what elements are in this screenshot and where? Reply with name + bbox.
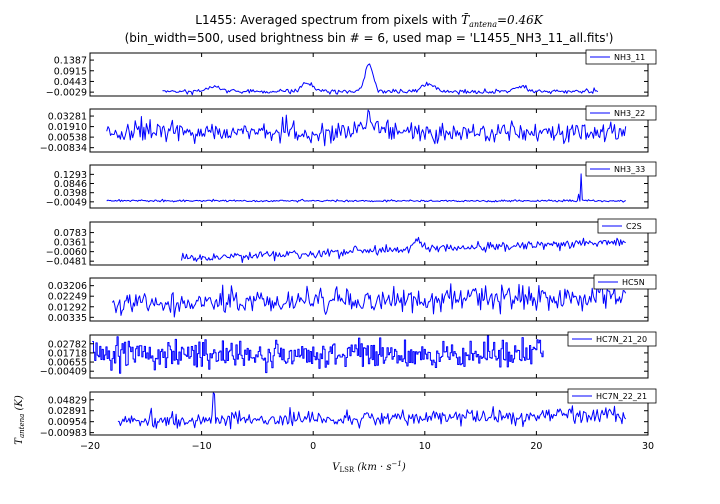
legend-label: HC5N (622, 278, 645, 287)
y-tick-label: 0.02782 (48, 339, 87, 350)
spectrum-trace (111, 280, 627, 318)
y-tick-label: 0.1387 (54, 56, 87, 67)
y-tick-label: 0.1293 (54, 170, 87, 181)
axes-frame (89, 52, 649, 97)
y-tick-label: 0.00335 (48, 313, 87, 324)
y-tick-label: 0.0361 (54, 238, 87, 249)
x-axis-label: VLSR (km · s−1) (332, 460, 406, 474)
y-tick-label: 0.0915 (54, 66, 87, 77)
legend-label: HC7N_22_21 (596, 392, 647, 401)
spectrum-trace (106, 109, 627, 147)
y-tick-label: −0.0049 (46, 197, 87, 208)
spectrum-trace (117, 392, 627, 430)
x-tick-label: −10 (192, 441, 212, 452)
legend-box (585, 161, 657, 177)
legend-label: NH3_11 (614, 53, 645, 62)
legend-label: NH3_22 (614, 109, 645, 118)
y-tick-label: 0.01292 (48, 302, 87, 313)
y-tick-label: −0.00409 (40, 367, 87, 378)
y-tick-label: 0.04829 (48, 395, 87, 406)
legend-label: C2S (626, 222, 642, 231)
y-tick-label: 0.0443 (54, 77, 87, 88)
x-tick-label: 10 (419, 441, 431, 452)
y-tick-label: 0.0783 (54, 228, 87, 239)
y-tick-label: 0.01910 (48, 122, 87, 133)
legend: HC7N_22_21 (567, 388, 657, 404)
y-tick-label: 0.00954 (48, 417, 87, 428)
spectrum-trace (92, 335, 544, 374)
legend-label: NH3_33 (614, 165, 645, 174)
legend-box (593, 274, 657, 290)
legend-box (585, 105, 657, 121)
axes-frame (89, 391, 649, 436)
y-tick-label: −0.0029 (46, 88, 87, 99)
y-tick-label: 0.00655 (48, 358, 87, 369)
axes-frame (89, 221, 649, 266)
axes-frame (89, 334, 649, 379)
x-tick-label: −20 (80, 441, 100, 452)
spectrum-trace (162, 63, 599, 96)
y-tick-label: 0.0846 (54, 179, 87, 190)
y-tick-label: −0.0060 (46, 247, 87, 258)
axes-frame (89, 164, 649, 209)
figure-title: L1455: Averaged spectrum from pixels wit… (195, 12, 543, 29)
legend-box (597, 218, 657, 234)
legend: HC7N_21_20 (567, 331, 657, 347)
legend: NH3_11 (585, 49, 657, 65)
axes-frame (89, 277, 649, 322)
spectrum-trace (181, 236, 626, 263)
y-tick-label: 0.02249 (48, 292, 87, 303)
y-axis-label: Tantena (K) (14, 395, 26, 445)
legend: C2S (597, 218, 657, 234)
y-tick-label: 0.0398 (54, 188, 87, 199)
spectrum-trace (106, 173, 626, 203)
legend: NH3_33 (585, 161, 657, 177)
y-tick-label: −0.00834 (40, 143, 87, 154)
y-tick-label: 0.03206 (48, 281, 87, 292)
x-tick-label: 0 (310, 441, 316, 452)
y-tick-label: 0.03281 (48, 112, 87, 123)
legend-box (567, 388, 657, 404)
legend: HC5N (593, 274, 657, 290)
y-tick-label: 0.02891 (48, 406, 87, 417)
legend-label: HC7N_21_20 (596, 335, 647, 344)
legend-box (567, 331, 657, 347)
y-tick-label: 0.01718 (48, 348, 87, 359)
x-tick-label: 30 (642, 441, 654, 452)
y-tick-label: 0.00538 (48, 133, 87, 144)
x-tick-label: 20 (530, 441, 542, 452)
legend-box (585, 49, 657, 65)
y-tick-label: −0.0481 (46, 257, 87, 268)
figure-subtitle: (bin_width=500, used brightness bin # = … (125, 31, 614, 45)
y-tick-label: −0.00983 (40, 428, 87, 439)
legend: NH3_22 (585, 105, 657, 121)
axes-frame (89, 108, 649, 153)
